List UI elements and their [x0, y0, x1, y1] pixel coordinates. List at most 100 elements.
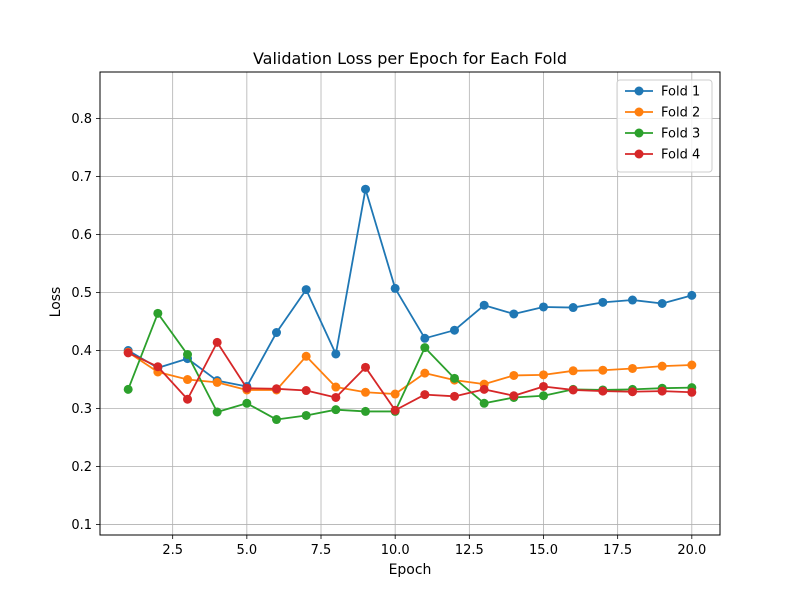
legend-label: Fold 1 [661, 85, 700, 100]
legend-marker [634, 107, 644, 117]
data-point [687, 387, 697, 397]
data-point [183, 394, 193, 404]
legend-item: Fold 1 [625, 85, 700, 100]
data-point [153, 308, 163, 318]
legend-marker [634, 86, 644, 96]
data-point [538, 391, 548, 401]
series-line [127, 351, 692, 395]
data-point [272, 384, 282, 394]
legend-item: Fold 2 [625, 106, 700, 121]
y-tick-label: 0.1 [71, 518, 92, 533]
y-tick-label: 0.2 [71, 460, 92, 475]
data-point [538, 381, 548, 391]
legend-label: Fold 3 [661, 127, 700, 142]
data-point [420, 343, 430, 353]
data-point [272, 328, 282, 338]
data-point [301, 285, 311, 295]
series-line [127, 312, 692, 421]
data-point [212, 377, 222, 387]
data-point [242, 398, 252, 408]
data-point [479, 384, 489, 394]
data-point [687, 290, 697, 300]
legend-label: Fold 2 [661, 106, 700, 121]
x-axis-ticks: 2.5 5.0 7.5 10.0 12.5 15.0 17.5 20.0 [162, 535, 706, 558]
data-point [568, 366, 578, 376]
series-2 [123, 347, 697, 399]
data-point [361, 362, 371, 372]
data-point [420, 390, 430, 400]
data-point [183, 350, 193, 360]
data-point [657, 361, 667, 371]
series-layer [123, 184, 697, 425]
data-point [123, 384, 133, 394]
data-point [331, 392, 341, 402]
data-point [568, 385, 578, 395]
data-point [212, 407, 222, 417]
y-tick-label: 0.4 [71, 344, 92, 359]
data-point [331, 405, 341, 415]
data-point [242, 383, 252, 393]
data-point [301, 410, 311, 420]
legend-marker [634, 149, 644, 159]
data-point [657, 299, 667, 308]
data-point [301, 351, 311, 361]
data-point [627, 363, 637, 373]
y-tick-label: 0.7 [71, 170, 92, 185]
y-axis-label: Loss [48, 287, 64, 318]
data-point [568, 303, 578, 313]
data-point [390, 405, 400, 415]
data-point [509, 370, 519, 380]
series-3 [123, 308, 697, 425]
data-point [301, 386, 311, 396]
x-tick-label: 17.5 [603, 543, 632, 558]
data-point [449, 373, 459, 383]
data-point [657, 386, 667, 396]
x-tick-label: 10.0 [381, 543, 410, 558]
legend-item: Fold 3 [625, 127, 700, 142]
data-point [627, 295, 637, 305]
data-point [538, 370, 548, 380]
chart-title: Validation Loss per Epoch for Each Fold [253, 49, 567, 68]
legend-marker [634, 128, 644, 138]
x-tick-label: 2.5 [162, 543, 183, 558]
data-point [449, 325, 459, 335]
data-point [212, 337, 222, 347]
y-tick-label: 0.6 [71, 228, 92, 243]
data-point [598, 386, 608, 396]
data-point [361, 406, 371, 416]
y-axis-ticks: 0.1 0.2 0.3 0.4 0.5 0.6 0.7 0.8 [71, 112, 100, 533]
x-tick-label: 20.0 [677, 543, 706, 558]
data-point [390, 389, 400, 399]
data-point [183, 375, 193, 385]
y-tick-label: 0.8 [71, 112, 92, 127]
data-point [361, 184, 371, 194]
legend-label: Fold 4 [661, 148, 700, 163]
data-point [627, 387, 637, 397]
data-point [361, 387, 371, 397]
legend: Fold 1 Fold 2 Fold 3 Fold 4 [616, 79, 713, 173]
data-point [272, 415, 282, 425]
data-point [331, 349, 341, 359]
data-point [153, 362, 163, 372]
y-tick-label: 0.3 [71, 402, 92, 417]
series-4 [123, 337, 697, 415]
data-point [420, 368, 430, 378]
x-tick-label: 7.5 [311, 543, 332, 558]
data-point [390, 283, 400, 293]
data-point [449, 391, 459, 401]
data-point [479, 300, 489, 310]
data-point [509, 391, 519, 401]
x-tick-label: 15.0 [529, 543, 558, 558]
data-point [687, 360, 697, 370]
plot-area-frame [99, 71, 721, 536]
legend-box [616, 79, 713, 173]
x-axis-label: Epoch [389, 562, 432, 578]
data-point [123, 348, 133, 358]
data-point [538, 302, 548, 312]
series-line [127, 341, 692, 412]
legend-item: Fold 4 [625, 148, 700, 163]
data-point [598, 297, 608, 307]
y-tick-label: 0.5 [71, 286, 92, 301]
